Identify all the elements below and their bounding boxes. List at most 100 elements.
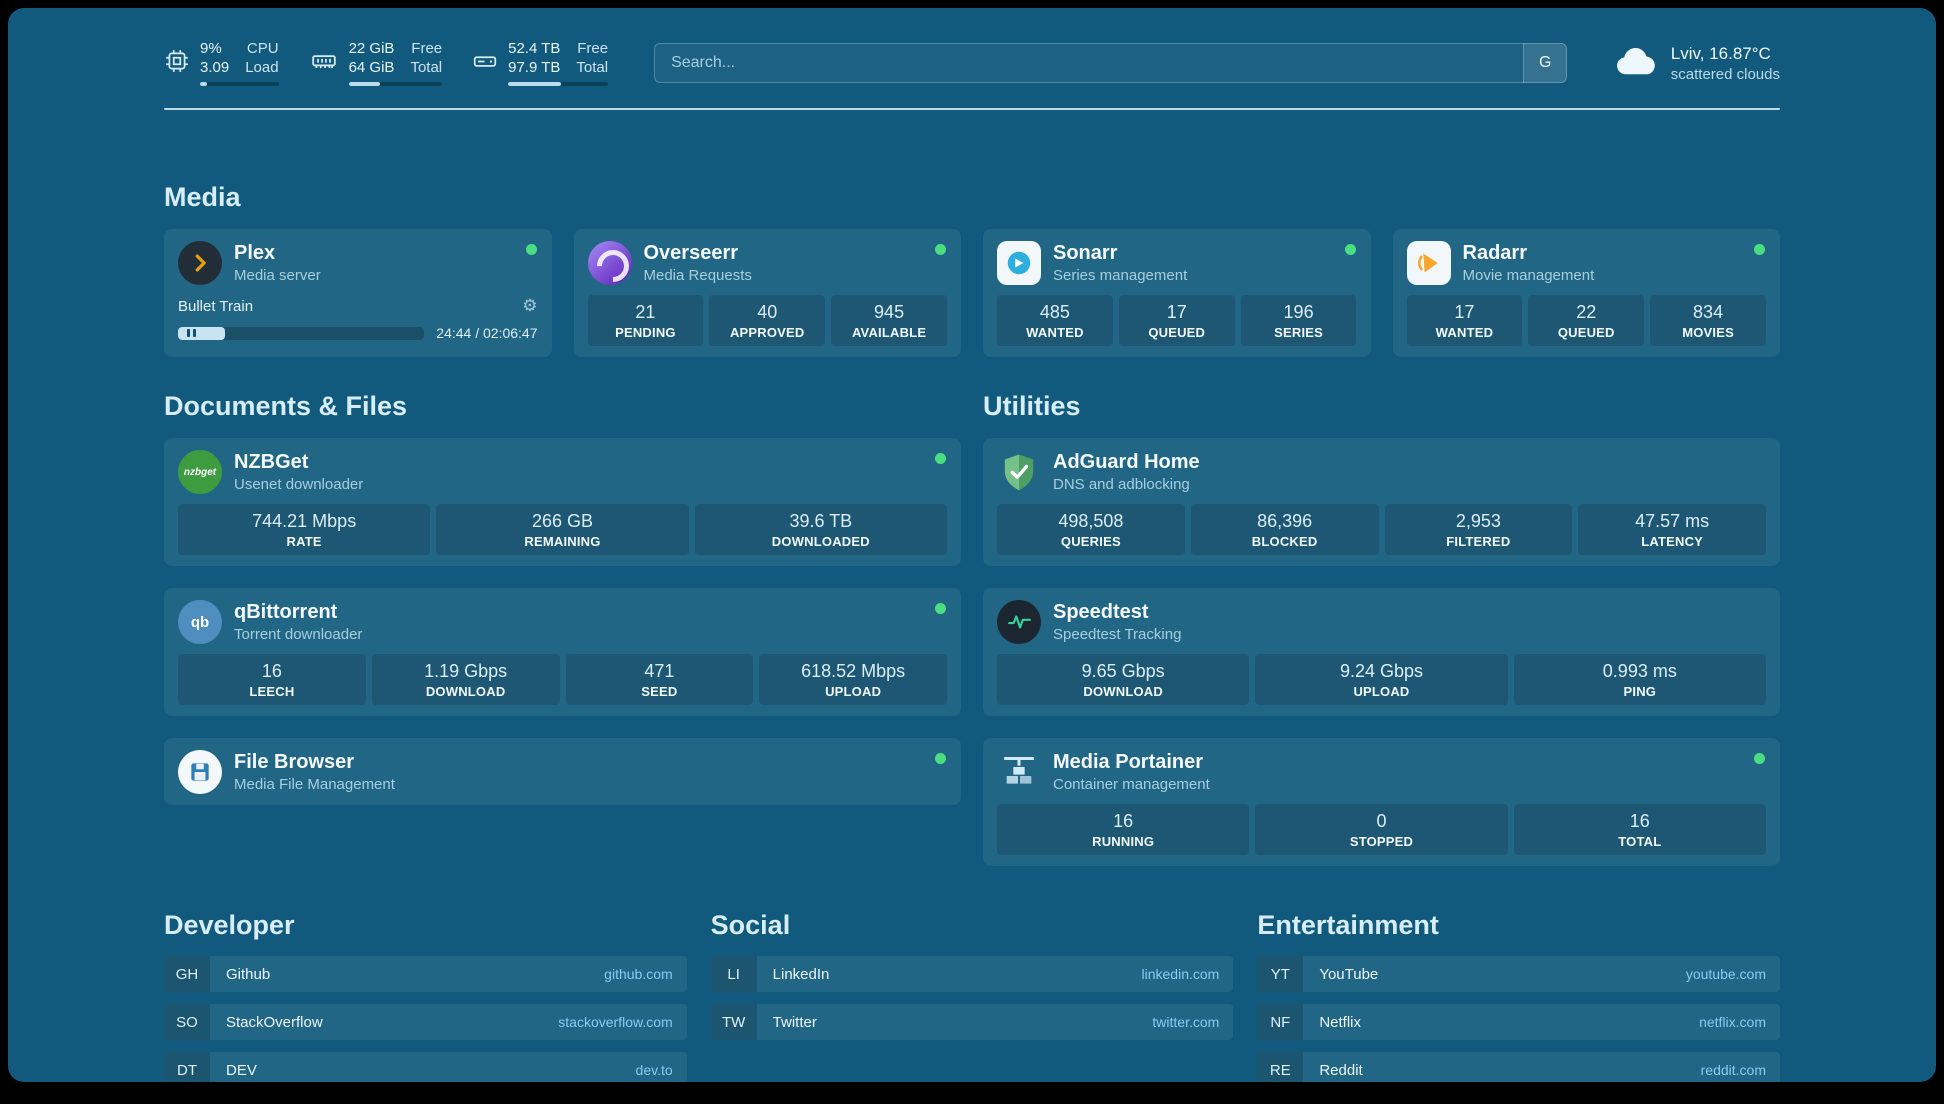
stat-label: DOWNLOAD: [425, 684, 506, 699]
settings-gear-icon[interactable]: ⚙: [522, 296, 538, 315]
stat-filtered: 2,953 FILTERED: [1384, 504, 1573, 555]
service-subtitle: Torrent downloader: [234, 626, 363, 643]
adguard-card[interactable]: AdGuard Home DNS and adblocking 498,508 …: [983, 438, 1780, 566]
stat-value: 47.57 ms: [1635, 511, 1710, 531]
bookmark-dev[interactable]: DT DEV dev.to: [164, 1052, 687, 1082]
weather-widget[interactable]: Lviv, 16.87°C scattered clouds: [1613, 44, 1780, 83]
stat-label: UPLOAD: [825, 684, 882, 699]
portainer-card[interactable]: Media Portainer Container management 16 …: [983, 738, 1780, 866]
stat-value: 17: [1166, 302, 1187, 322]
bookmark-name: Twitter: [772, 1013, 817, 1031]
service-name: Overseerr: [643, 242, 739, 264]
status-dot: [525, 244, 537, 255]
service-name: Speedtest: [1053, 601, 1149, 623]
section-title-utilities: Utilities: [983, 391, 1081, 421]
ram-free-label: Free: [411, 40, 443, 57]
service-name: Sonarr: [1053, 242, 1118, 264]
ram-total-value: 64 GiB: [348, 59, 395, 76]
weather-condition: scattered clouds: [1670, 65, 1780, 83]
stat-value: 744.21 Mbps: [252, 511, 357, 531]
stat-value: 9.24 Gbps: [1339, 661, 1424, 681]
cpu-progress-bar: [200, 82, 279, 86]
bookmark-name: LinkedIn: [772, 965, 830, 983]
service-name: Media Portainer: [1053, 751, 1204, 773]
stat-value: 16: [1629, 811, 1650, 831]
sonarr-card[interactable]: Sonarr Series management 485 WANTED 17 Q…: [983, 229, 1371, 357]
stat-label: QUEUED: [1557, 325, 1615, 340]
bookmark-name: Reddit: [1319, 1061, 1363, 1079]
ram-progress-bar: [348, 82, 443, 86]
stat-blocked: 86,396 BLOCKED: [1190, 504, 1379, 555]
bookmark-abbr: GH: [164, 956, 210, 992]
disk-icon: [472, 48, 498, 79]
service-subtitle: Usenet downloader: [234, 476, 364, 493]
stat-value: 16: [261, 661, 282, 681]
section-title-documents: Documents & Files: [164, 391, 408, 421]
disk-total-value: 97.9 TB: [508, 59, 561, 76]
bookmark-stackoverflow[interactable]: SO StackOverflow stackoverflow.com: [164, 1004, 687, 1040]
bookmark-linkedin[interactable]: LI LinkedIn linkedin.com: [710, 956, 1234, 992]
stat-remaining: 266 GB REMAINING: [436, 504, 689, 555]
service-subtitle: Series management: [1053, 267, 1188, 284]
utilities-section: Utilities AdGuard Home: [983, 391, 1780, 866]
stat-label: LATENCY: [1641, 534, 1704, 549]
bookmark-netflix[interactable]: NF Netflix netflix.com: [1257, 1004, 1780, 1040]
stat-label: PING: [1623, 684, 1657, 699]
playback-progress-bar[interactable]: [178, 326, 425, 340]
stat-queued: 17 QUEUED: [1118, 295, 1235, 346]
bookmark-reddit[interactable]: RE Reddit reddit.com: [1257, 1052, 1780, 1082]
overseerr-card[interactable]: Overseerr Media Requests 21 PENDING 40 A…: [573, 229, 961, 357]
stat-label: QUERIES: [1060, 534, 1121, 549]
bookmark-name: Github: [226, 965, 271, 983]
bookmark-twitter[interactable]: TW Twitter twitter.com: [710, 1004, 1234, 1040]
filebrowser-card[interactable]: File Browser Media File Management: [164, 738, 961, 805]
plex-icon: [178, 241, 222, 285]
bookmark-abbr: RE: [1257, 1052, 1304, 1082]
stat-ping: 0.993 ms PING: [1513, 654, 1766, 705]
pause-icon[interactable]: [187, 329, 196, 337]
overseerr-icon: [587, 241, 632, 285]
adguard-icon: [997, 450, 1041, 494]
search-engine-button[interactable]: G: [1522, 43, 1567, 83]
stat-label: FILTERED: [1446, 534, 1511, 549]
cpu-icon: [164, 48, 190, 79]
radarr-card[interactable]: Radarr Movie management 17 WANTED 22 QUE…: [1392, 229, 1780, 357]
bookmark-youtube[interactable]: YT YouTube youtube.com: [1257, 956, 1780, 992]
search-input[interactable]: [654, 43, 1567, 83]
stat-value: 40: [757, 302, 778, 322]
dashboard: 9% CPU 3.09 Load 22 GiB Free 64 GiB Tota…: [8, 8, 1936, 1082]
speedtest-card[interactable]: Speedtest Speedtest Tracking 9.65 Gbps D…: [983, 588, 1780, 716]
plex-card[interactable]: Plex Media server Bullet Train ⚙ 24:44: [164, 229, 552, 357]
bookmark-domain: youtube.com: [1685, 966, 1766, 982]
bookmark-domain: stackoverflow.com: [558, 1014, 673, 1030]
service-subtitle: DNS and adblocking: [1053, 476, 1190, 493]
cpu-label: CPU: [246, 40, 279, 57]
disk-metric: 52.4 TB Free 97.9 TB Total: [472, 40, 609, 86]
ram-metric: 22 GiB Free 64 GiB Total: [309, 40, 443, 86]
nzbget-card[interactable]: nzbget NZBGet Usenet downloader 744.21 M…: [164, 438, 961, 566]
stat-value: 1.19 Gbps: [424, 661, 508, 681]
stat-label: PENDING: [615, 325, 676, 340]
radarr-icon: [1406, 241, 1451, 285]
stat-queries: 498,508 QUERIES: [997, 504, 1185, 555]
disk-progress-fill: [508, 82, 562, 86]
cpu-usage-value: 9%: [200, 40, 222, 57]
bookmark-abbr: TW: [710, 1004, 757, 1040]
qbittorrent-card[interactable]: qb qBittorrent Torrent downloader 16 LEE…: [164, 588, 961, 716]
stat-value: 834: [1693, 302, 1724, 322]
bookmark-name: YouTube: [1319, 965, 1379, 983]
ram-progress-fill: [348, 82, 381, 86]
status-dot: [1344, 244, 1356, 255]
section-title-developer: Developer: [164, 910, 295, 940]
bookmark-domain: linkedin.com: [1141, 966, 1220, 982]
cpu-progress-fill: [200, 82, 208, 86]
bookmark-github[interactable]: GH Github github.com: [164, 956, 687, 992]
stat-value: 618.52 Mbps: [801, 661, 906, 681]
nzbget-icon: nzbget: [178, 450, 222, 494]
status-dot: [935, 453, 946, 464]
bookmark-abbr: SO: [164, 1004, 210, 1040]
sonarr-icon: [997, 241, 1041, 285]
service-name: qBittorrent: [234, 601, 338, 623]
status-dot: [935, 244, 946, 255]
stat-value: 0: [1376, 811, 1387, 831]
